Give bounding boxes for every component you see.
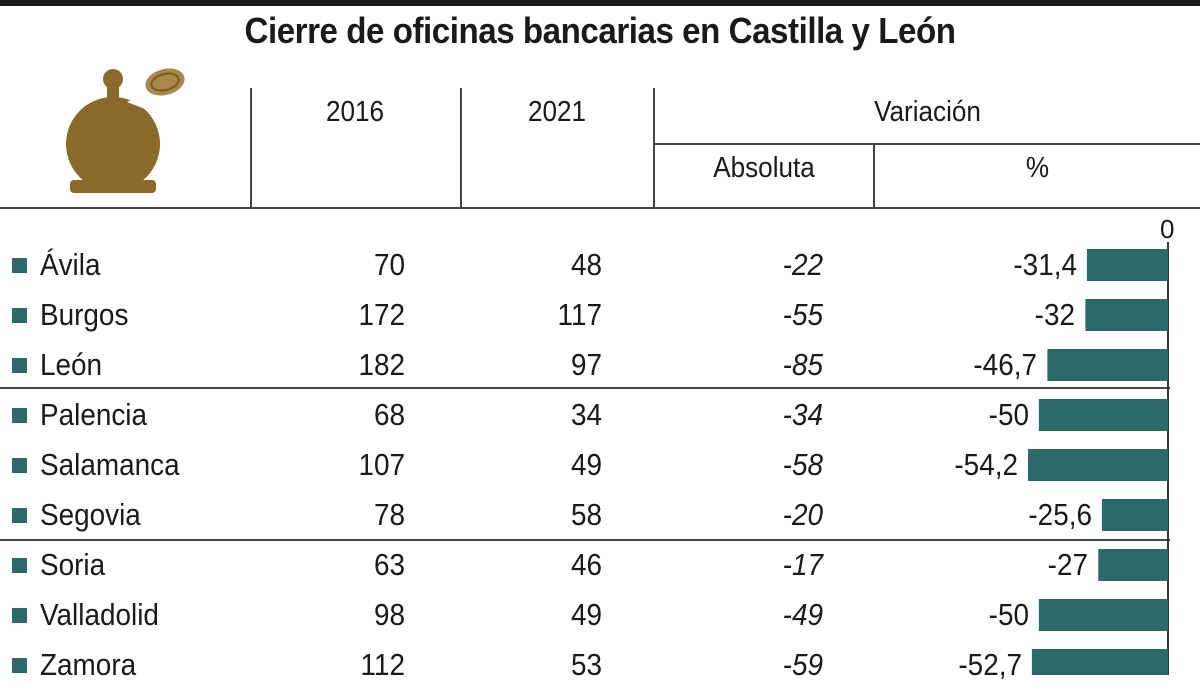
province-name: Segovia: [40, 497, 141, 532]
bar-value-label: -52,7: [958, 647, 1022, 682]
header-rule: [653, 143, 1200, 145]
bar-value-label: -54,2: [954, 447, 1018, 482]
row-bullet: [12, 358, 27, 373]
value-2016: 68: [373, 397, 405, 432]
header-percent: %: [1025, 152, 1050, 184]
province-name: Soria: [40, 547, 106, 582]
row-bullet: [12, 508, 27, 523]
value-2021: 49: [570, 597, 602, 632]
value-absoluta: -59: [782, 647, 823, 682]
group-divider: [0, 539, 1170, 541]
bar-burgos: [1085, 299, 1168, 331]
header-absoluta: Absoluta: [713, 152, 815, 184]
province-name: León: [40, 347, 103, 382]
bar-value-label: -46,7: [973, 347, 1038, 382]
bar-salamanca: [1028, 449, 1168, 481]
row-bullet: [12, 658, 27, 673]
bar-value-label: -25,6: [1028, 497, 1092, 532]
row-bullet: [12, 308, 27, 323]
value-2016: 78: [373, 497, 405, 532]
value-absoluta: -20: [782, 497, 823, 532]
value-2021: 117: [557, 297, 602, 332]
axis-zero-label: 0: [1160, 214, 1175, 244]
bar-valladolid: [1038, 599, 1168, 631]
bar-segovia: [1101, 499, 1168, 531]
value-2016: 107: [358, 447, 405, 482]
bar-value-label: -50: [988, 397, 1029, 432]
bar-value-label: -32: [1034, 297, 1076, 332]
value-2016: 182: [358, 347, 405, 382]
value-2021: 34: [570, 397, 602, 432]
value-absoluta: -85: [782, 347, 823, 382]
value-2021: 53: [570, 647, 602, 682]
value-absoluta: -55: [782, 297, 823, 332]
value-2016: 98: [373, 597, 405, 632]
row-bullet: [12, 608, 27, 623]
col-divider: [460, 88, 462, 208]
piggy-bank-coin-icon: [66, 68, 185, 193]
bar-ávila: [1086, 249, 1168, 281]
col-divider: [250, 88, 252, 208]
value-2021: 58: [570, 497, 602, 532]
header-2021: 2021: [527, 96, 587, 128]
bar-palencia: [1038, 399, 1168, 431]
value-absoluta: -58: [782, 447, 823, 482]
row-bullet: [12, 408, 27, 423]
header-bottom-rule: [0, 207, 1200, 209]
value-2016: 70: [373, 247, 405, 282]
bar-value-label: -27: [1047, 547, 1089, 582]
province-name: Burgos: [40, 297, 129, 332]
value-2016: 63: [373, 547, 405, 582]
bar-value-label: -50: [988, 597, 1029, 632]
col-divider: [873, 145, 875, 208]
group-divider: [0, 387, 1170, 389]
province-name: Salamanca: [40, 447, 180, 482]
row-bullet: [12, 258, 27, 273]
province-name: Zamora: [40, 647, 137, 682]
value-absoluta: -17: [782, 547, 823, 582]
province-name: Valladolid: [40, 597, 159, 632]
chart-title: Cierre de oficinas bancarias en Castilla…: [244, 10, 956, 51]
value-2021: 49: [570, 447, 602, 482]
header-variacion: Variación: [874, 96, 981, 128]
col-divider: [653, 88, 655, 208]
header-2016: 2016: [325, 96, 385, 128]
value-absoluta: -34: [782, 397, 823, 432]
value-absoluta: -49: [782, 597, 823, 632]
value-absoluta: -22: [782, 247, 823, 282]
bar-value-label: -31,4: [1013, 247, 1077, 282]
bar-zamora: [1031, 649, 1168, 675]
province-name: Ávila: [40, 247, 101, 282]
row-bullet: [12, 458, 27, 473]
bar-soria: [1098, 549, 1168, 581]
value-2016: 172: [358, 297, 405, 332]
top-rule: [0, 0, 1200, 6]
bar-león: [1047, 349, 1168, 381]
value-2021: 48: [570, 247, 602, 282]
value-2021: 97: [570, 347, 602, 382]
row-bullet: [12, 558, 27, 573]
province-name: Palencia: [40, 397, 148, 432]
value-2016: 112: [360, 647, 405, 682]
value-2021: 46: [570, 547, 602, 582]
